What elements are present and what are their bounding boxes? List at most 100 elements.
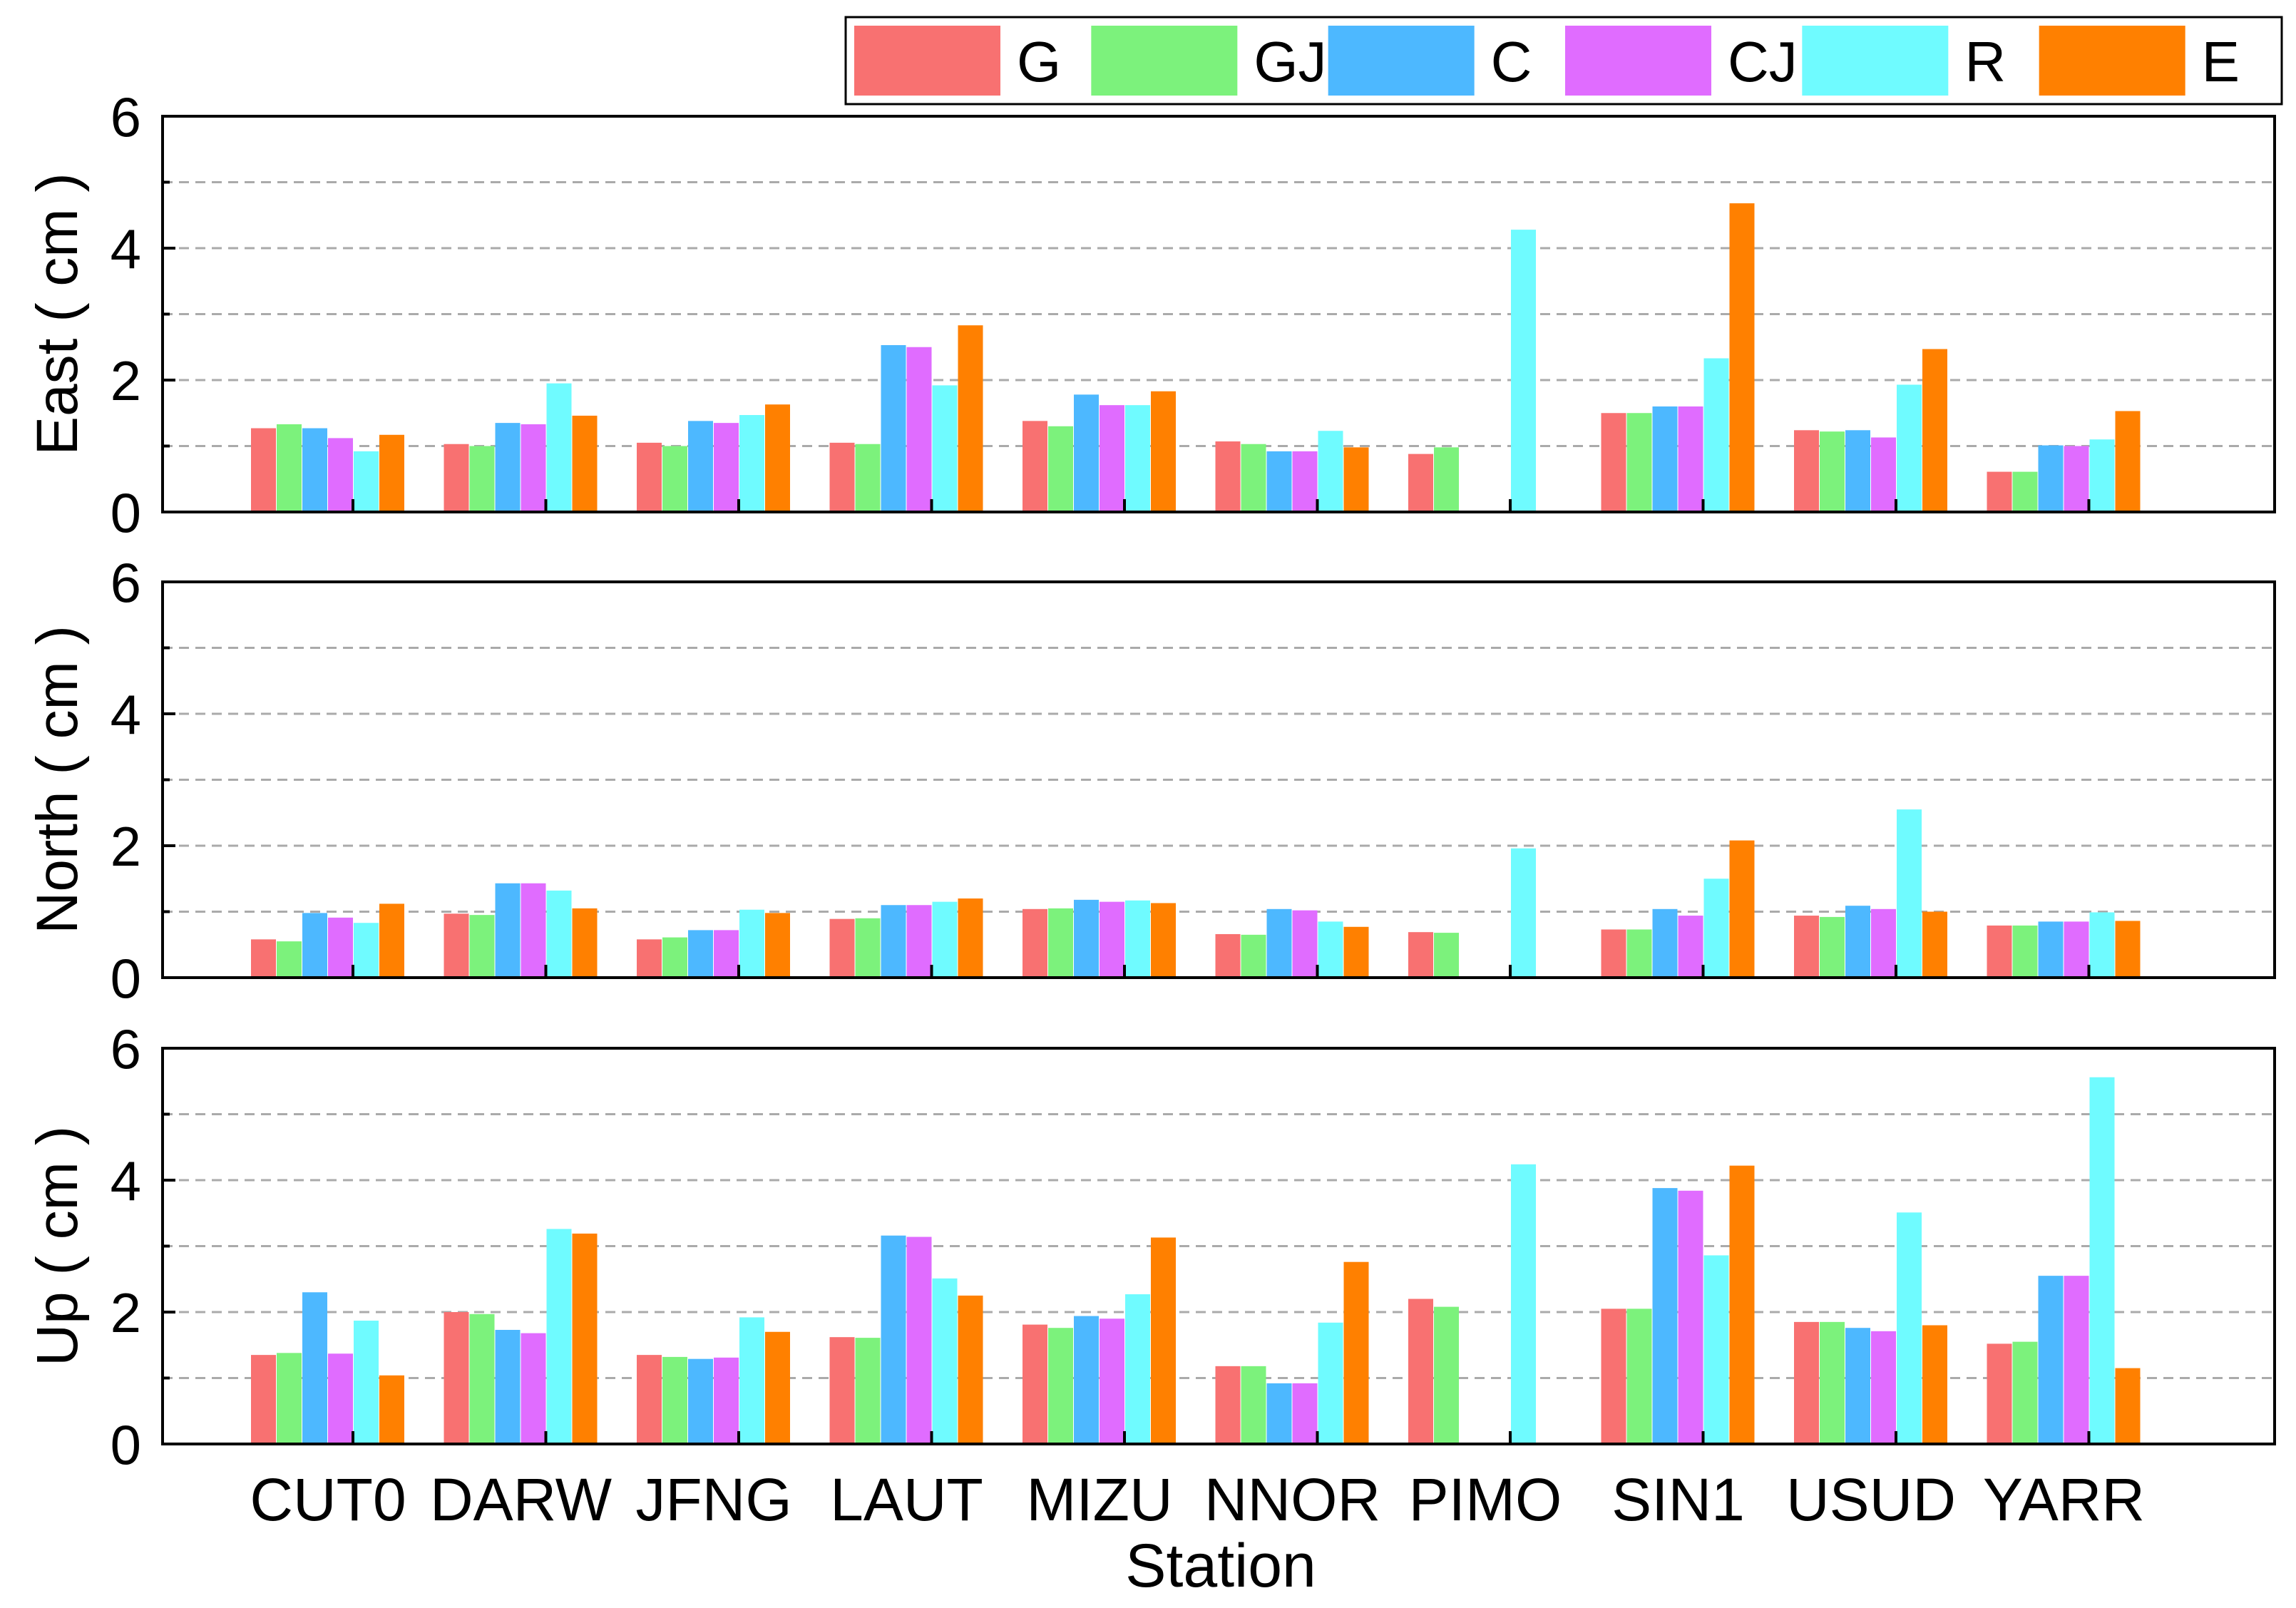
bar-G-JFNG	[637, 939, 662, 978]
bar-R-USUD	[1897, 809, 1922, 978]
bar-E-MIZU	[1151, 903, 1176, 978]
bar-GJ-JFNG	[662, 1356, 687, 1444]
bar-E-JFNG	[765, 913, 790, 978]
bar-C-CUT0	[302, 1292, 327, 1444]
bar-G-JFNG	[637, 442, 662, 512]
bar-CJ-LAUT	[906, 905, 932, 978]
bar-C-SIN1	[1652, 908, 1678, 978]
bar-GJ-YARR	[2012, 471, 2038, 512]
legend-label-C: C	[1491, 30, 1532, 93]
bar-GJ-JFNG	[662, 446, 687, 512]
x-tick-label: LAUT	[830, 1466, 983, 1533]
bar-GJ-CUT0	[277, 424, 302, 512]
bar-CJ-MIZU	[1100, 1318, 1124, 1444]
bar-CJ-DARW	[521, 1333, 546, 1444]
bar-GJ-CUT0	[277, 941, 302, 978]
legend-label-CJ: CJ	[1728, 30, 1798, 93]
bar-CJ-JFNG	[714, 423, 739, 512]
bar-CJ-USUD	[1871, 908, 1896, 978]
panel-0: 0 2 4 6 East ( cm )	[25, 86, 2276, 544]
legend: G GJ C CJ R E	[844, 16, 2283, 106]
legend-swatch-CJ	[1565, 26, 1711, 96]
bar-R-DARW	[546, 1229, 572, 1444]
bar-G-LAUT	[829, 1337, 855, 1444]
bar-GJ-CUT0	[277, 1353, 302, 1444]
bar-C-NNOR	[1266, 908, 1292, 978]
y-tick-label: 0	[111, 481, 141, 544]
bar-R-PIMO	[1511, 1164, 1536, 1444]
bar-C-MIZU	[1074, 1316, 1099, 1444]
bar-CJ-MIZU	[1100, 405, 1124, 512]
y-tick-label: 4	[111, 683, 141, 746]
bar-C-JFNG	[688, 930, 713, 978]
bar-CJ-NNOR	[1292, 1383, 1318, 1444]
panel-2: 0 2 4 6 Up ( cm ) CUT0 DARW JFNG LAUT MIZU NNOR PIM…	[25, 1018, 2276, 1533]
bar-C-SIN1	[1652, 406, 1678, 512]
bar-C-NNOR	[1266, 1383, 1292, 1444]
bar-R-YARR	[2089, 439, 2115, 512]
x-tick-label: CUT0	[250, 1466, 406, 1533]
legend-swatch-G	[854, 26, 1000, 96]
bar-E-LAUT	[958, 898, 983, 978]
bar-E-MIZU	[1151, 1237, 1176, 1444]
bar-R-LAUT	[932, 1278, 958, 1444]
bar-CJ-CUT0	[328, 917, 353, 978]
y-tick-label: 4	[111, 1149, 141, 1212]
bar-R-JFNG	[739, 415, 764, 512]
bar-CJ-LAUT	[906, 1236, 932, 1444]
bar-R-USUD	[1897, 384, 1922, 512]
bar-GJ-SIN1	[1626, 1309, 1652, 1444]
y-tick-label: 2	[111, 815, 141, 878]
x-tick-label: YARR	[1983, 1466, 2145, 1533]
x-tick-label: PIMO	[1409, 1466, 1562, 1533]
bar-G-PIMO	[1408, 454, 1433, 512]
y-tick-label: 2	[111, 1281, 141, 1344]
y-tick-label: 6	[111, 86, 141, 148]
bar-E-CUT0	[379, 434, 404, 512]
bar-C-YARR	[2038, 921, 2064, 978]
bar-GJ-MIZU	[1048, 908, 1073, 978]
bar-E-USUD	[1922, 1325, 1947, 1444]
bar-E-SIN1	[1729, 840, 1755, 978]
bar-R-CUT0	[354, 923, 379, 978]
bar-C-YARR	[2038, 1276, 2064, 1444]
x-axis-title: Station	[1125, 1532, 1316, 1600]
bar-G-MIZU	[1023, 421, 1047, 512]
bar-C-LAUT	[881, 905, 906, 978]
bar-C-LAUT	[881, 1235, 906, 1444]
legend-label-E: E	[2202, 30, 2240, 93]
bar-CJ-JFNG	[714, 930, 739, 978]
bar-GJ-NNOR	[1241, 1366, 1266, 1444]
bar-CJ-SIN1	[1678, 1190, 1703, 1444]
bar-R-SIN1	[1703, 1255, 1729, 1444]
bar-C-YARR	[2038, 445, 2064, 512]
bar-R-YARR	[2089, 1077, 2115, 1444]
bar-C-DARW	[495, 883, 521, 978]
bar-CJ-CUT0	[328, 438, 353, 512]
bar-GJ-DARW	[469, 915, 495, 978]
bar-C-USUD	[1845, 430, 1870, 512]
bar-GJ-YARR	[2012, 1341, 2038, 1444]
bar-E-DARW	[572, 1233, 598, 1444]
bar-E-CUT0	[379, 903, 404, 978]
bar-R-CUT0	[354, 1321, 379, 1444]
bar-G-NNOR	[1215, 933, 1241, 978]
bar-G-USUD	[1794, 430, 1819, 512]
bar-E-LAUT	[958, 325, 983, 512]
bar-CJ-YARR	[2064, 1276, 2089, 1444]
bar-G-SIN1	[1601, 413, 1626, 512]
bar-R-CUT0	[354, 451, 379, 512]
bar-G-CUT0	[251, 939, 276, 978]
bar-E-USUD	[1922, 349, 1947, 512]
bar-E-SIN1	[1729, 1165, 1755, 1444]
bar-GJ-MIZU	[1048, 426, 1073, 512]
bar-GJ-PIMO	[1434, 933, 1459, 978]
bar-CJ-DARW	[521, 883, 546, 978]
bar-CJ-USUD	[1871, 437, 1896, 512]
y-tick-label: 0	[111, 1413, 141, 1476]
bar-C-NNOR	[1266, 451, 1292, 512]
bar-G-DARW	[444, 444, 469, 512]
bar-R-MIZU	[1125, 405, 1150, 512]
bar-G-SIN1	[1601, 929, 1626, 978]
bar-E-DARW	[572, 908, 598, 978]
